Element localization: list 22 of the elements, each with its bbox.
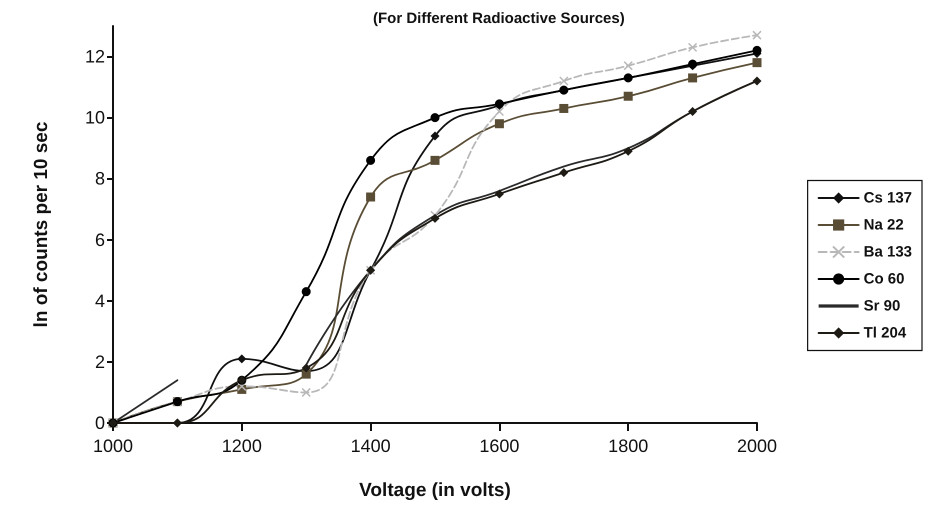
chart-title: (For Different Radioactive Sources) — [373, 10, 625, 27]
x-tick-label: 1400 — [350, 436, 391, 456]
legend-label: Sr 90 — [864, 298, 900, 314]
x-tick-label: 1800 — [608, 436, 648, 456]
legend-label: Cs 137 — [864, 190, 912, 206]
y-tick-label: 6 — [94, 230, 105, 250]
x-tick-label: 1200 — [222, 436, 262, 456]
x-tick-label: 1600 — [479, 436, 520, 456]
y-tick-label: 12 — [84, 46, 105, 67]
x-axis-title: Voltage (in volts) — [359, 480, 511, 501]
x-tick-label: 2000 — [736, 436, 778, 456]
legend-label: Ba 133 — [864, 244, 912, 260]
x-tick-label: 1000 — [92, 436, 134, 456]
legend-label: Co 60 — [864, 270, 904, 288]
legend-label: Na 22 — [864, 216, 904, 234]
y-axis-title: ln of counts per 10 sec — [31, 121, 52, 328]
y-tick-label: 0 — [94, 413, 105, 433]
y-tick-label: 10 — [84, 108, 105, 128]
y-tick-label: 4 — [94, 290, 105, 311]
y-tick-label: 2 — [94, 352, 105, 372]
y-tick-label: 8 — [94, 168, 105, 189]
legend-label: Tl 204 — [864, 324, 907, 342]
